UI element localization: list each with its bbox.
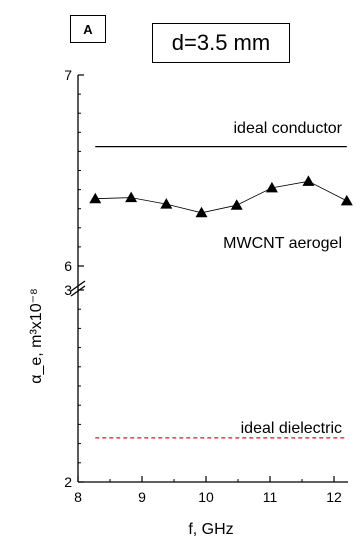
ideal-conductor-label: ideal conductor [233, 120, 342, 137]
mwcnt-aerogel-marker [125, 191, 138, 203]
y-axis-label: α_e, m³x10⁻⁸ [28, 288, 45, 384]
mwcnt-aerogel-marker [160, 198, 173, 209]
mwcnt-aerogel-marker [302, 175, 315, 186]
mwcnt-aerogel-label: MWCNT aerogel [223, 235, 342, 252]
x-tick-label: 8 [74, 489, 82, 505]
series-layer [89, 145, 353, 439]
panel-label: A [70, 15, 106, 43]
mwcnt-aerogel-marker [195, 206, 208, 218]
mwcnt-aerogel-marker [340, 194, 353, 206]
y-tick-label: 2 [64, 474, 72, 490]
y-axis-break-mark [70, 285, 86, 297]
mwcnt-aerogel-marker [265, 181, 278, 193]
x-tick-label: 12 [326, 489, 342, 505]
y-axis: 7 6 3 2 [64, 67, 86, 490]
y-axis-break-mark [70, 280, 86, 292]
y-tick-label: 3 [64, 282, 72, 298]
y-tick-label: 7 [64, 67, 72, 83]
ideal-dielectric-label: ideal dielectric [241, 420, 342, 437]
mwcnt-aerogel-line [95, 180, 347, 214]
chart-title: d=3.5 mm [152, 23, 290, 63]
mwcnt-aerogel-marker [230, 199, 243, 210]
x-tick-label: 9 [138, 489, 146, 505]
x-axis: 8 9 10 11 12 [74, 476, 348, 505]
x-tick-label: 11 [263, 489, 278, 505]
mwcnt-aerogel-marker [89, 192, 102, 204]
y-tick-label: 6 [64, 258, 72, 274]
x-axis-label: f, GHz [188, 521, 233, 538]
x-tick-label: 10 [198, 489, 214, 505]
